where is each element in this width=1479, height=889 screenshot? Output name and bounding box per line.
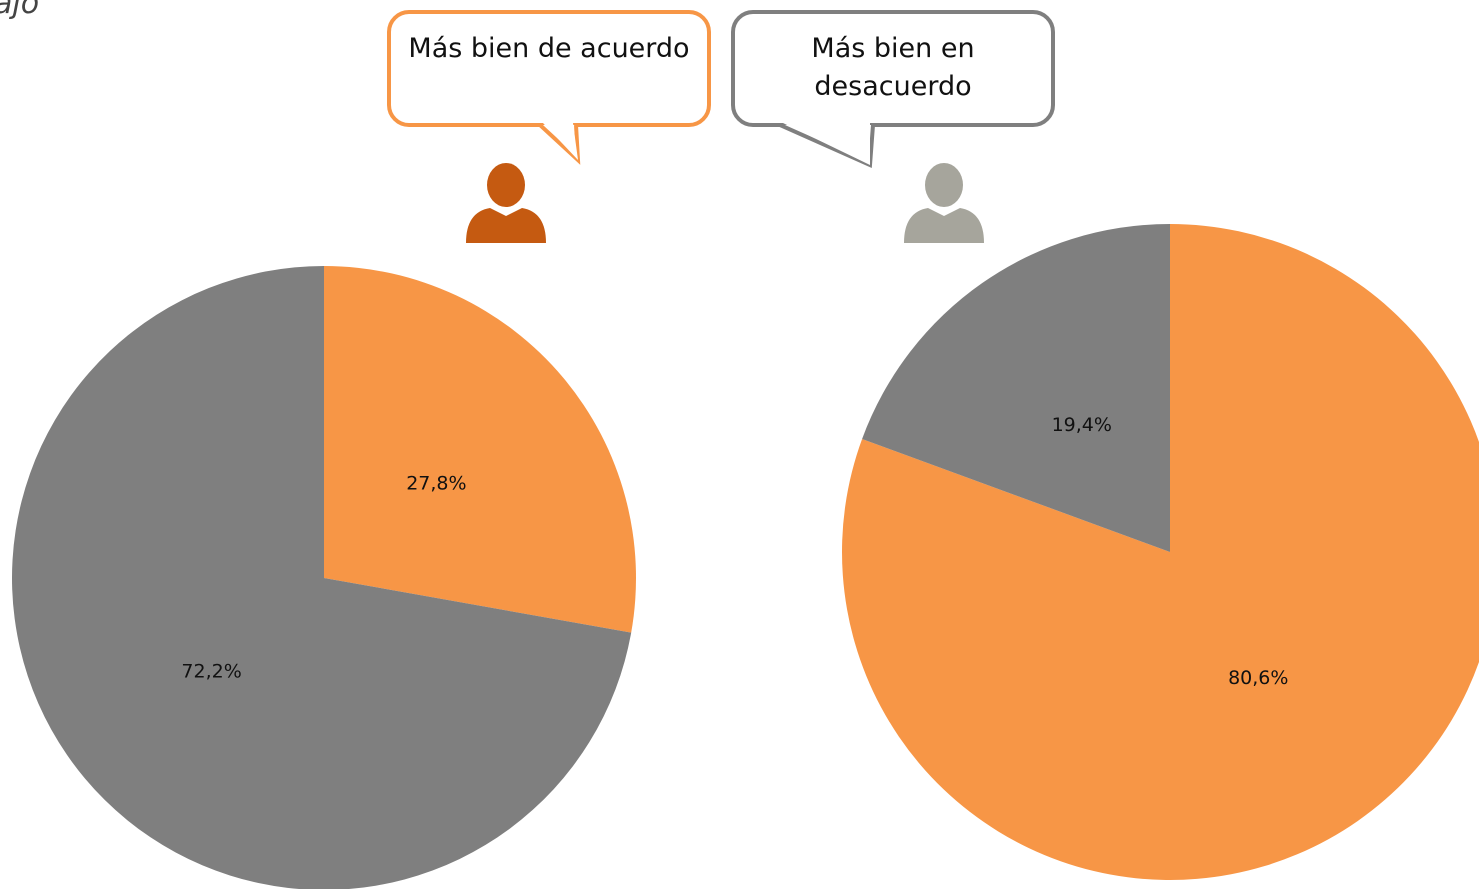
legend-label: Más bien en desacuerdo [811,33,975,102]
data-label: 80,6% [1228,667,1288,689]
pie-slice [324,266,636,633]
person-icon [466,163,546,243]
speech-bubble-tail-cover [543,123,578,160]
data-label: 72,2% [181,661,241,683]
title-fragment: ajo [0,0,40,21]
data-label: 27,8% [406,472,466,494]
pie-slice [12,266,632,889]
pie-slice [842,224,1479,880]
speech-bubble-tail-cover [783,123,870,165]
pie-slice [862,224,1170,552]
speech-bubble [731,10,1055,127]
speech-bubble [387,10,711,127]
data-label: 19,4% [1052,414,1112,436]
person-icon [904,163,984,243]
legend-label: Más bien de acuerdo [408,33,690,64]
